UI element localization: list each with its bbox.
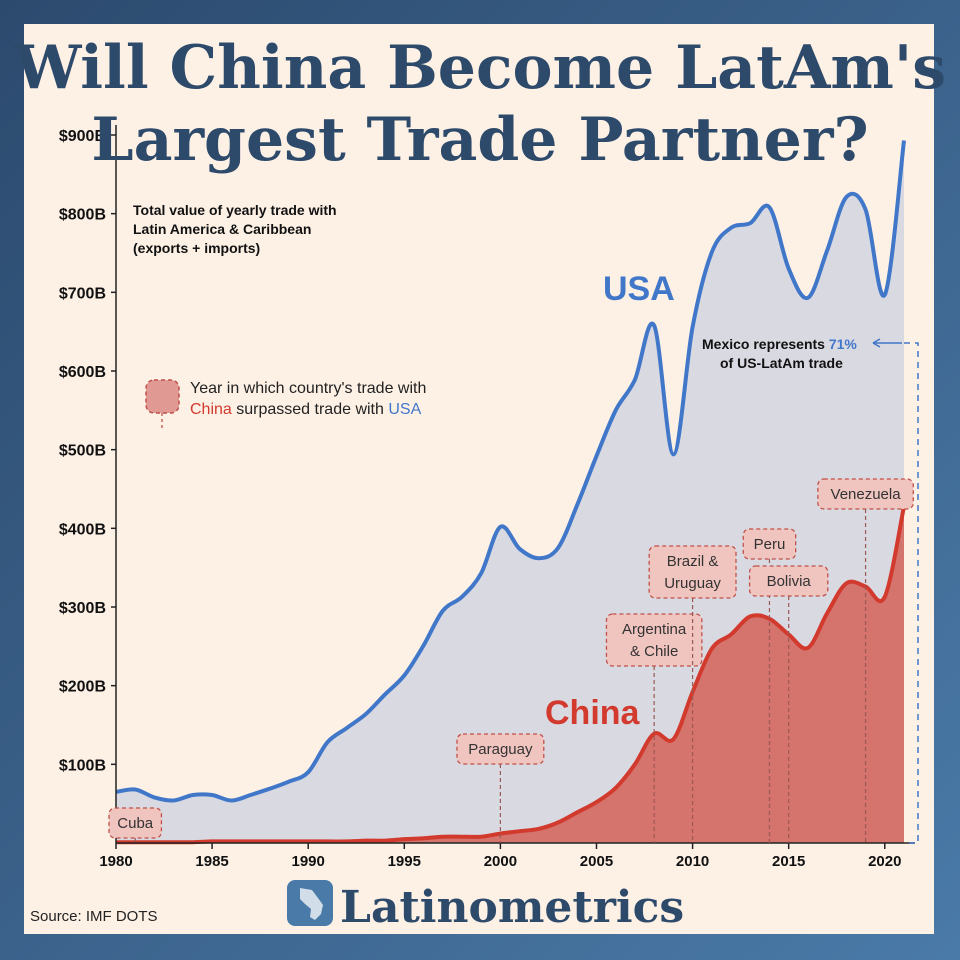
annotation-box [748,565,829,597]
x-tick-label: 2000 [484,853,517,870]
annotation-bolivia: Bolivia [748,565,829,843]
annotation-label: Cuba [117,815,154,832]
brand-logo-map [300,888,323,920]
annotation-box [108,807,163,839]
annotation-label: Venezuela [831,486,902,503]
china-series-label: China [545,694,641,732]
y-tick-label: $100B [59,757,106,774]
annotation-label: Paraguay [468,741,533,758]
y-tick-label: $300B [59,600,106,617]
annotation-peru: Peru [742,528,797,843]
legend-swatch [145,379,180,414]
mexico-bracket [904,342,919,844]
annotation-cuba: Cuba [108,807,163,843]
legend-line-2: China surpassed trade with USA [190,401,422,418]
y-tick-label: $600B [59,364,106,381]
brand-name: Latinometrics [340,882,684,933]
annotation-label: Uruguay [664,575,721,592]
annotation-box [456,733,545,765]
annotation-label: Argentina [622,621,687,638]
y-tick-label: $500B [59,443,106,460]
title-line-1: Will China Become LatAm's [13,33,946,103]
x-tick-label: 2015 [772,853,805,870]
x-tick-label: 1985 [195,853,228,870]
subtitle-line-1: Total value of yearly trade with [133,202,337,218]
mexico-note-arrowhead [872,338,881,348]
annotation-label: Brazil & [667,553,719,570]
y-tick-label: $700B [59,285,106,302]
x-tick-label: 1995 [388,853,421,870]
x-tick-label: 1990 [292,853,325,870]
legend-line-1: Year in which country's trade with [190,380,426,397]
mexico-note-pct: 71% [829,336,858,352]
source-note: Source: IMF DOTS [30,908,158,925]
mexico-note-line-1: Mexico represents 71% [702,336,857,352]
usa-line [115,140,906,803]
annotation-box [817,478,914,510]
annotation-box [605,613,703,667]
usa-series-label: USA [603,270,675,308]
title-line-2: Largest Trade Partner? [91,105,868,175]
y-tick-label: $400B [59,521,106,538]
mexico-note-prefix: Mexico represents [702,336,829,352]
y-tick-label: $800B [59,207,106,224]
subtitle-line-3: (exports + imports) [133,240,260,256]
annotation-venezuela: Venezuela [817,478,914,843]
mexico-note-line-2: of US-LatAm trade [720,355,843,371]
china-area [116,506,904,843]
subtitle-line-2: Latin America & Caribbean [133,221,311,237]
y-tick-label: $900B [59,128,106,145]
china-line [115,505,906,845]
y-tick-label: $200B [59,679,106,696]
annotation-label: & Chile [630,643,678,660]
legend-usa-word: USA [388,401,421,418]
annotation-label: Peru [754,536,786,553]
x-tick-label: 2020 [868,853,901,870]
annotation-brazil-uruguay: Brazil & Uruguay [648,545,737,843]
annotation-box [742,528,797,560]
x-tick-label: 1980 [99,853,132,870]
x-tick-label: 2010 [676,853,709,870]
annotation-label: Bolivia [767,573,812,590]
annotation-argentina-chile: Argentina & Chile [605,613,703,843]
legend-china-word: China [190,401,232,418]
x-tick-label: 2005 [580,853,613,870]
annotation-box [648,545,737,599]
annotation-paraguay: Paraguay [456,733,545,843]
legend-mid: surpassed trade with [232,401,389,418]
